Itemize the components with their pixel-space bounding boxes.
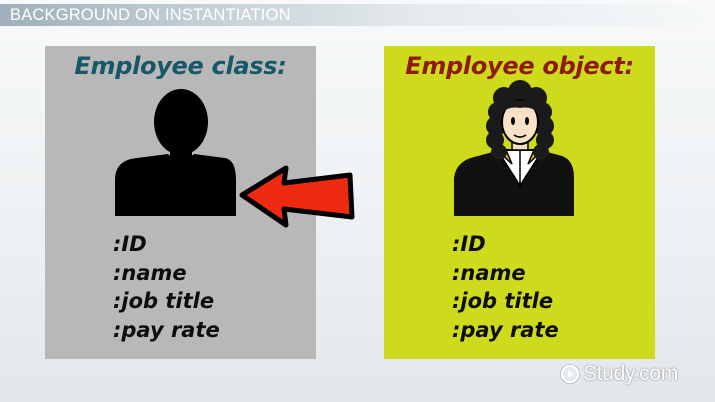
object-attribute-job-title: :job title — [452, 289, 554, 313]
class-attribute-name: :name — [113, 260, 187, 285]
object-panel-title: Employee object: — [405, 52, 634, 80]
class-panel-title: Employee class: — [74, 52, 287, 80]
class-attribute-pay-rate: :pay rate — [113, 317, 220, 342]
object-attribute-id: :ID — [452, 232, 486, 256]
study-watermark: Study.com — [560, 361, 678, 387]
watermark-text: Study.com — [583, 362, 678, 385]
header-bar — [0, 4, 715, 26]
class-attribute-list: :ID :name :job title :pay rate — [113, 230, 220, 344]
class-attribute-id: :ID — [113, 232, 147, 256]
object-attribute-pay-rate: :pay rate — [452, 317, 559, 342]
class-attribute-job-title: :job title — [113, 289, 215, 313]
left-arrow-icon — [239, 165, 355, 228]
woman-avatar-icon — [454, 80, 574, 216]
slide-title: BACKGROUND ON INSTANTIATION — [10, 6, 291, 24]
person-silhouette-icon — [115, 89, 236, 216]
play-circle-icon — [560, 364, 580, 384]
employee-object-panel: Employee object: — [384, 46, 655, 359]
object-attribute-name: :name — [452, 260, 526, 285]
object-attribute-list: :ID :name :job title :pay rate — [452, 230, 559, 344]
